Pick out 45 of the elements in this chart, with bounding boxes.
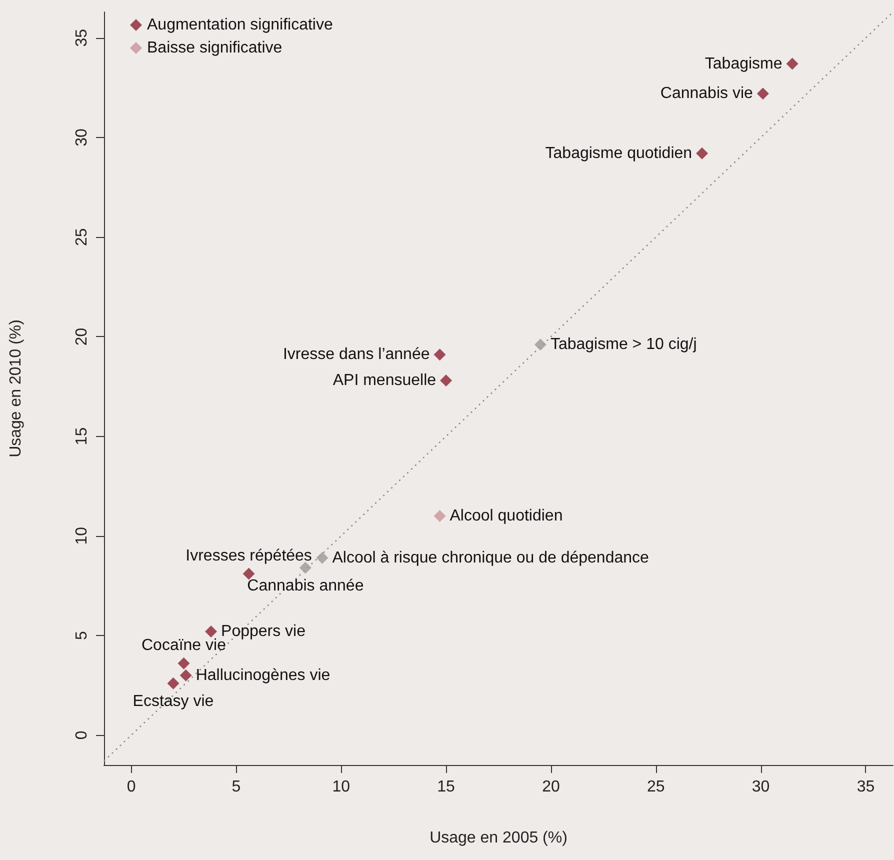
x-tick-label: 35 [856, 778, 875, 796]
y-tick-label: 20 [74, 328, 90, 346]
annotation: Tabagisme [704, 55, 782, 72]
annotation: API mensuelle [332, 372, 436, 390]
x-tick-label: 0 [126, 778, 136, 796]
point [534, 338, 546, 351]
point [786, 58, 798, 70]
point [167, 677, 180, 690]
y-tick-label: 5 [74, 630, 90, 640]
x-tick-label: 30 [752, 778, 770, 796]
x-axis-title: Usage en 2005 (%) [430, 830, 568, 846]
annotation: Cannabis année [247, 577, 364, 594]
annotation: Alcool quotidien [450, 507, 563, 524]
x-tick-label: 10 [332, 778, 350, 796]
point [178, 657, 190, 670]
y-tick-label: 25 [74, 228, 90, 246]
point [180, 669, 192, 682]
y-axis-title: Usage en 2010 (%) [8, 320, 24, 458]
point [242, 568, 255, 580]
annotation: Ecstasy vie [132, 692, 214, 710]
y-tick-label: 30 [74, 128, 90, 146]
legend-label: Baisse significative [147, 40, 282, 56]
point [756, 88, 769, 100]
point [434, 348, 446, 361]
point [434, 510, 446, 522]
annotation: Ivresse dans l’année [282, 346, 430, 364]
point [316, 552, 328, 564]
y-tick-label: 35 [74, 28, 90, 47]
y-tick-label: 15 [74, 427, 90, 446]
x-tick-label: 5 [232, 778, 241, 796]
point [696, 147, 708, 160]
y-tick-label: 0 [74, 730, 90, 740]
x-tick-label: 25 [646, 778, 665, 796]
annotation: Ivresses répétées [186, 547, 312, 564]
annotation: Tabagisme quotidien [545, 144, 692, 162]
x-tick-label: 15 [437, 778, 456, 796]
x-tick-label: 20 [542, 778, 560, 796]
legend-label: Augmentation significative [147, 16, 333, 34]
point [440, 374, 452, 387]
point [205, 626, 218, 638]
annotation: Alcool à risque chronique ou de dépendance [332, 549, 650, 566]
annotation: Hallucinogènes vie [196, 666, 330, 684]
annotation: Cannabis vie [660, 85, 753, 102]
y-tick-label: 10 [74, 526, 90, 545]
annotation: Tabagisme > 10 cig/j [550, 336, 697, 354]
